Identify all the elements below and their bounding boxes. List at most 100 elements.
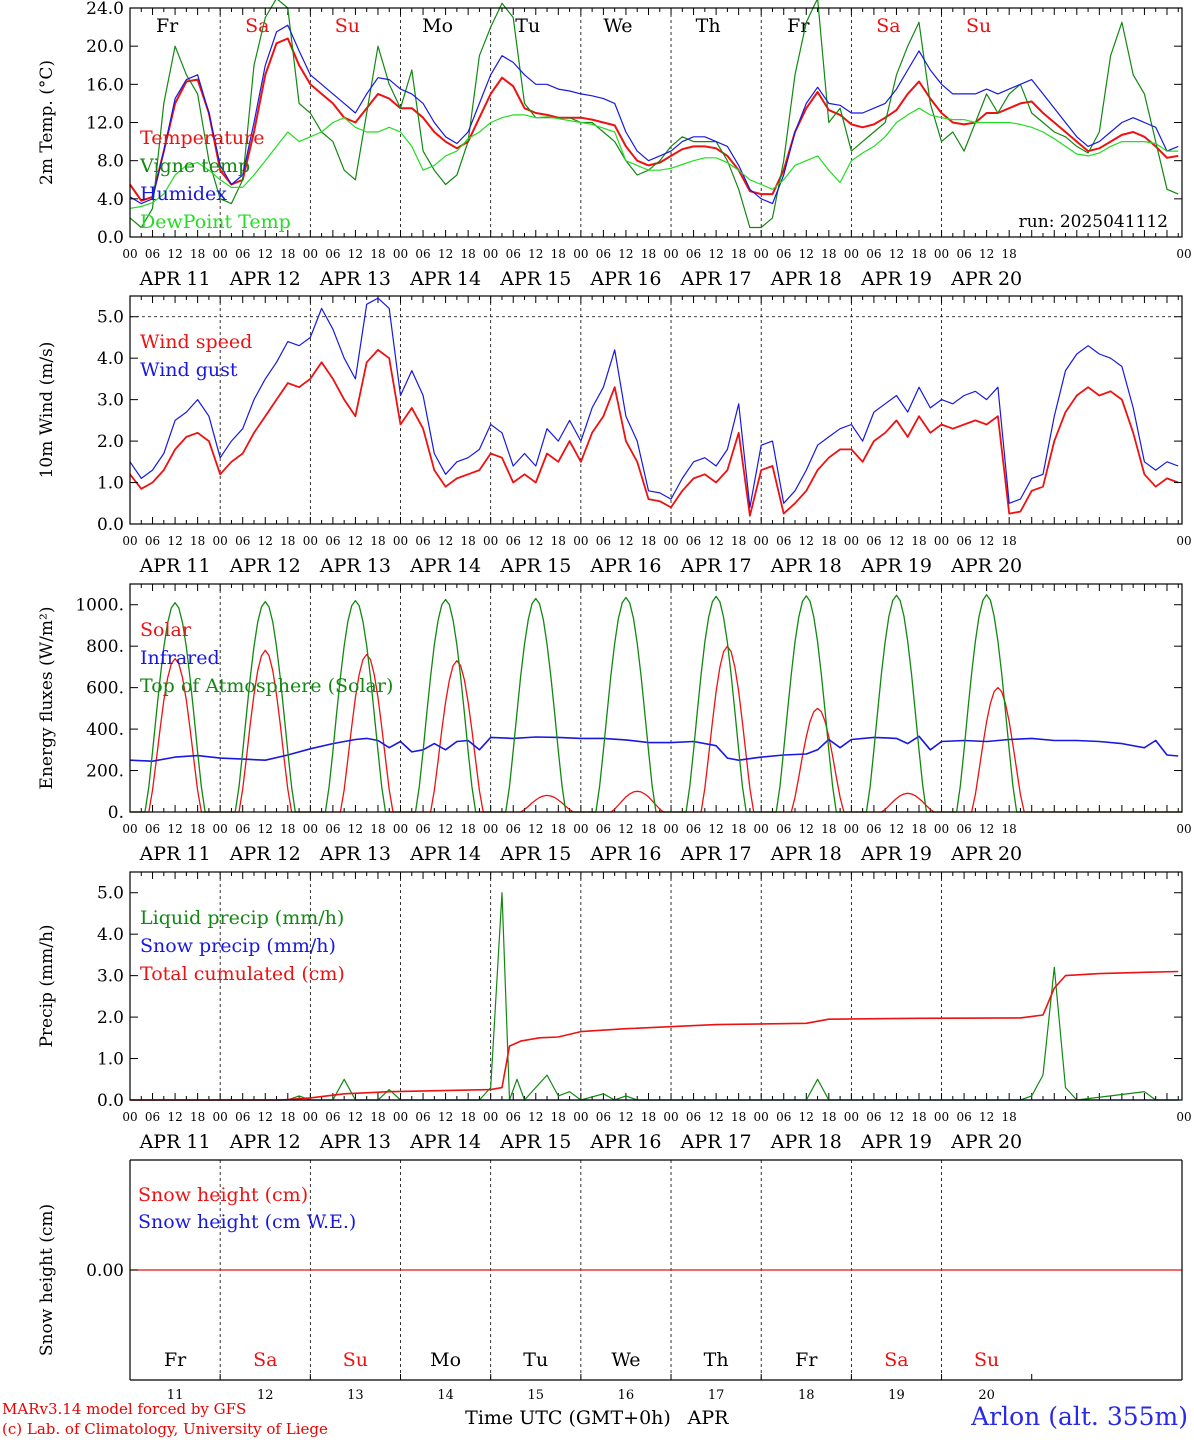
- hour-tick-label: 06: [686, 822, 701, 836]
- hour-tick-label: 00: [663, 1110, 678, 1124]
- hour-tick-label: 00: [1176, 534, 1191, 548]
- series-line-solar: [130, 645, 1182, 813]
- hour-tick-label: 12: [258, 247, 273, 261]
- hour-tick-label: 06: [415, 822, 430, 836]
- y-tick-label: 0.: [108, 803, 124, 823]
- hour-tick-label: 06: [956, 247, 971, 261]
- day-name-label: Fr: [164, 1349, 187, 1371]
- hour-tick-label: 12: [618, 822, 633, 836]
- hour-tick-label: 00: [663, 247, 678, 261]
- hour-tick-label: 00: [573, 534, 588, 548]
- hour-tick-label: 12: [167, 1110, 182, 1124]
- date-label: APR 13: [319, 268, 391, 290]
- date-label: APR 11: [139, 843, 211, 865]
- legend-entry: Vigne temp: [139, 155, 250, 177]
- hour-tick-label: 06: [776, 534, 791, 548]
- hour-tick-label: 06: [506, 534, 521, 548]
- y-axis-label: Precip (mm/h): [37, 924, 57, 1047]
- series-line-humidex: [129, 24, 1179, 205]
- hour-tick-label: 00: [1176, 247, 1191, 261]
- legend-entry: Wind speed: [140, 331, 252, 353]
- day-name-label: Fr: [156, 15, 179, 37]
- y-tick-label: 8.0: [97, 152, 124, 172]
- legend-entry: DewPoint Temp: [140, 211, 291, 233]
- hour-tick-label: 00: [844, 1110, 859, 1124]
- date-label: APR 17: [680, 555, 752, 577]
- date-label: APR 20: [950, 555, 1022, 577]
- hour-tick-label: 12: [889, 822, 904, 836]
- hour-tick-label: 06: [506, 822, 521, 836]
- hour-tick-label: 06: [596, 247, 611, 261]
- date-label: APR 15: [499, 268, 571, 290]
- hour-tick-label: 18: [190, 1110, 205, 1124]
- hour-tick-label: 12: [708, 1110, 723, 1124]
- hour-tick-label: 18: [551, 247, 566, 261]
- day-number-label: 13: [347, 1388, 364, 1403]
- date-label: APR 19: [860, 1131, 932, 1153]
- hour-tick-label: 18: [280, 247, 295, 261]
- y-tick-label: 0.00: [86, 1261, 124, 1281]
- hour-tick-label: 12: [348, 822, 363, 836]
- legend-entry: Snow height (cm): [138, 1184, 308, 1206]
- y-axis-label: 2m Temp. (°C): [37, 60, 57, 185]
- hour-tick-label: 18: [821, 822, 836, 836]
- day-name-label: We: [611, 1349, 640, 1371]
- legend-entry: Infrared: [140, 647, 220, 669]
- hour-tick-label: 06: [956, 534, 971, 548]
- date-label: APR 16: [589, 268, 661, 290]
- hour-tick-label: 18: [1002, 822, 1017, 836]
- hour-tick-label: 06: [866, 247, 881, 261]
- hour-tick-label: 12: [438, 534, 453, 548]
- series-line-temperature: [129, 37, 1179, 202]
- hour-tick-label: 18: [731, 1110, 746, 1124]
- date-label: APR 11: [139, 555, 211, 577]
- x-axis-label: Time UTC (GMT+0h): [465, 1407, 671, 1429]
- date-label: APR 17: [680, 843, 752, 865]
- y-tick-label: 2.0: [97, 432, 124, 452]
- hour-tick-label: 00: [663, 534, 678, 548]
- hour-tick-label: 00: [573, 822, 588, 836]
- legend-entry: Top of Atmosphere (Solar): [140, 675, 393, 697]
- hour-tick-label: 12: [348, 534, 363, 548]
- y-tick-label: 200.: [86, 762, 124, 782]
- hour-tick-label: 06: [145, 822, 160, 836]
- hour-tick-label: 12: [167, 822, 182, 836]
- hour-tick-label: 18: [461, 822, 476, 836]
- day-name-label: Tu: [523, 1349, 548, 1371]
- plot-frame: [129, 295, 1183, 525]
- hour-tick-label: 06: [325, 1110, 340, 1124]
- hour-tick-label: 18: [370, 1110, 385, 1124]
- y-tick-label: 3.0: [97, 967, 124, 987]
- y-tick-label: 24.0: [86, 0, 124, 19]
- hour-tick-label: 06: [596, 822, 611, 836]
- y-tick-label: 16.0: [86, 75, 124, 95]
- hour-tick-label: 06: [686, 247, 701, 261]
- hour-tick-label: 18: [911, 822, 926, 836]
- y-tick-label: 400.: [86, 720, 124, 740]
- hour-tick-label: 12: [618, 1110, 633, 1124]
- hour-tick-label: 18: [731, 247, 746, 261]
- hour-tick-label: 06: [235, 1110, 250, 1124]
- hour-tick-label: 18: [280, 534, 295, 548]
- hour-tick-label: 18: [641, 822, 656, 836]
- hour-tick-label: 12: [528, 247, 543, 261]
- hour-tick-label: 00: [754, 822, 769, 836]
- date-label: APR 19: [860, 555, 932, 577]
- hour-tick-label: 18: [551, 534, 566, 548]
- hour-tick-label: 18: [370, 822, 385, 836]
- day-name-label: Sa: [245, 15, 269, 37]
- hour-tick-label: 00: [483, 1110, 498, 1124]
- hour-tick-label: 00: [213, 822, 228, 836]
- hour-tick-label: 12: [167, 247, 182, 261]
- hour-tick-label: 06: [415, 1110, 430, 1124]
- hour-tick-label: 18: [1002, 534, 1017, 548]
- day-number-label: 11: [167, 1388, 184, 1403]
- hour-tick-label: 06: [145, 534, 160, 548]
- day-number-label: 19: [888, 1388, 905, 1403]
- series-line-wind-gust: [129, 297, 1179, 508]
- hour-tick-label: 06: [325, 534, 340, 548]
- day-name-label: Th: [696, 15, 721, 37]
- hour-tick-label: 06: [686, 1110, 701, 1124]
- hour-tick-label: 12: [799, 822, 814, 836]
- hour-tick-label: 18: [370, 247, 385, 261]
